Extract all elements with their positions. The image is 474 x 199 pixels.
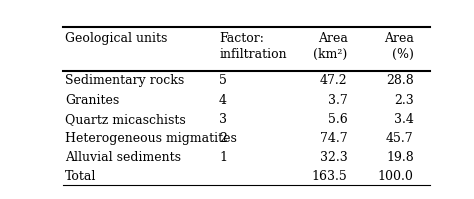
Text: 74.7: 74.7 — [320, 132, 347, 145]
Text: 163.5: 163.5 — [312, 170, 347, 183]
Text: 4: 4 — [219, 94, 227, 107]
Text: 100.0: 100.0 — [378, 170, 414, 183]
Text: 2: 2 — [219, 132, 227, 145]
Text: Geological units: Geological units — [65, 32, 167, 45]
Text: Heterogeneous migmatites: Heterogeneous migmatites — [65, 132, 237, 145]
Text: 3.4: 3.4 — [394, 113, 414, 126]
Text: 28.8: 28.8 — [386, 74, 414, 87]
Text: 5.6: 5.6 — [328, 113, 347, 126]
Text: Sedimentary rocks: Sedimentary rocks — [65, 74, 184, 87]
Text: Granites: Granites — [65, 94, 119, 107]
Text: 3: 3 — [219, 113, 227, 126]
Text: Alluvial sediments: Alluvial sediments — [65, 151, 181, 164]
Text: Area
(km²): Area (km²) — [313, 32, 347, 60]
Text: 5: 5 — [219, 74, 227, 87]
Text: 47.2: 47.2 — [320, 74, 347, 87]
Text: 32.3: 32.3 — [320, 151, 347, 164]
Text: 19.8: 19.8 — [386, 151, 414, 164]
Text: 3.7: 3.7 — [328, 94, 347, 107]
Text: 45.7: 45.7 — [386, 132, 414, 145]
Text: Area
(%): Area (%) — [384, 32, 414, 60]
Text: 1: 1 — [219, 151, 227, 164]
Text: Quartz micaschists: Quartz micaschists — [65, 113, 185, 126]
Text: Factor:
infiltration: Factor: infiltration — [219, 32, 287, 60]
Text: 2.3: 2.3 — [394, 94, 414, 107]
Text: Total: Total — [65, 170, 96, 183]
